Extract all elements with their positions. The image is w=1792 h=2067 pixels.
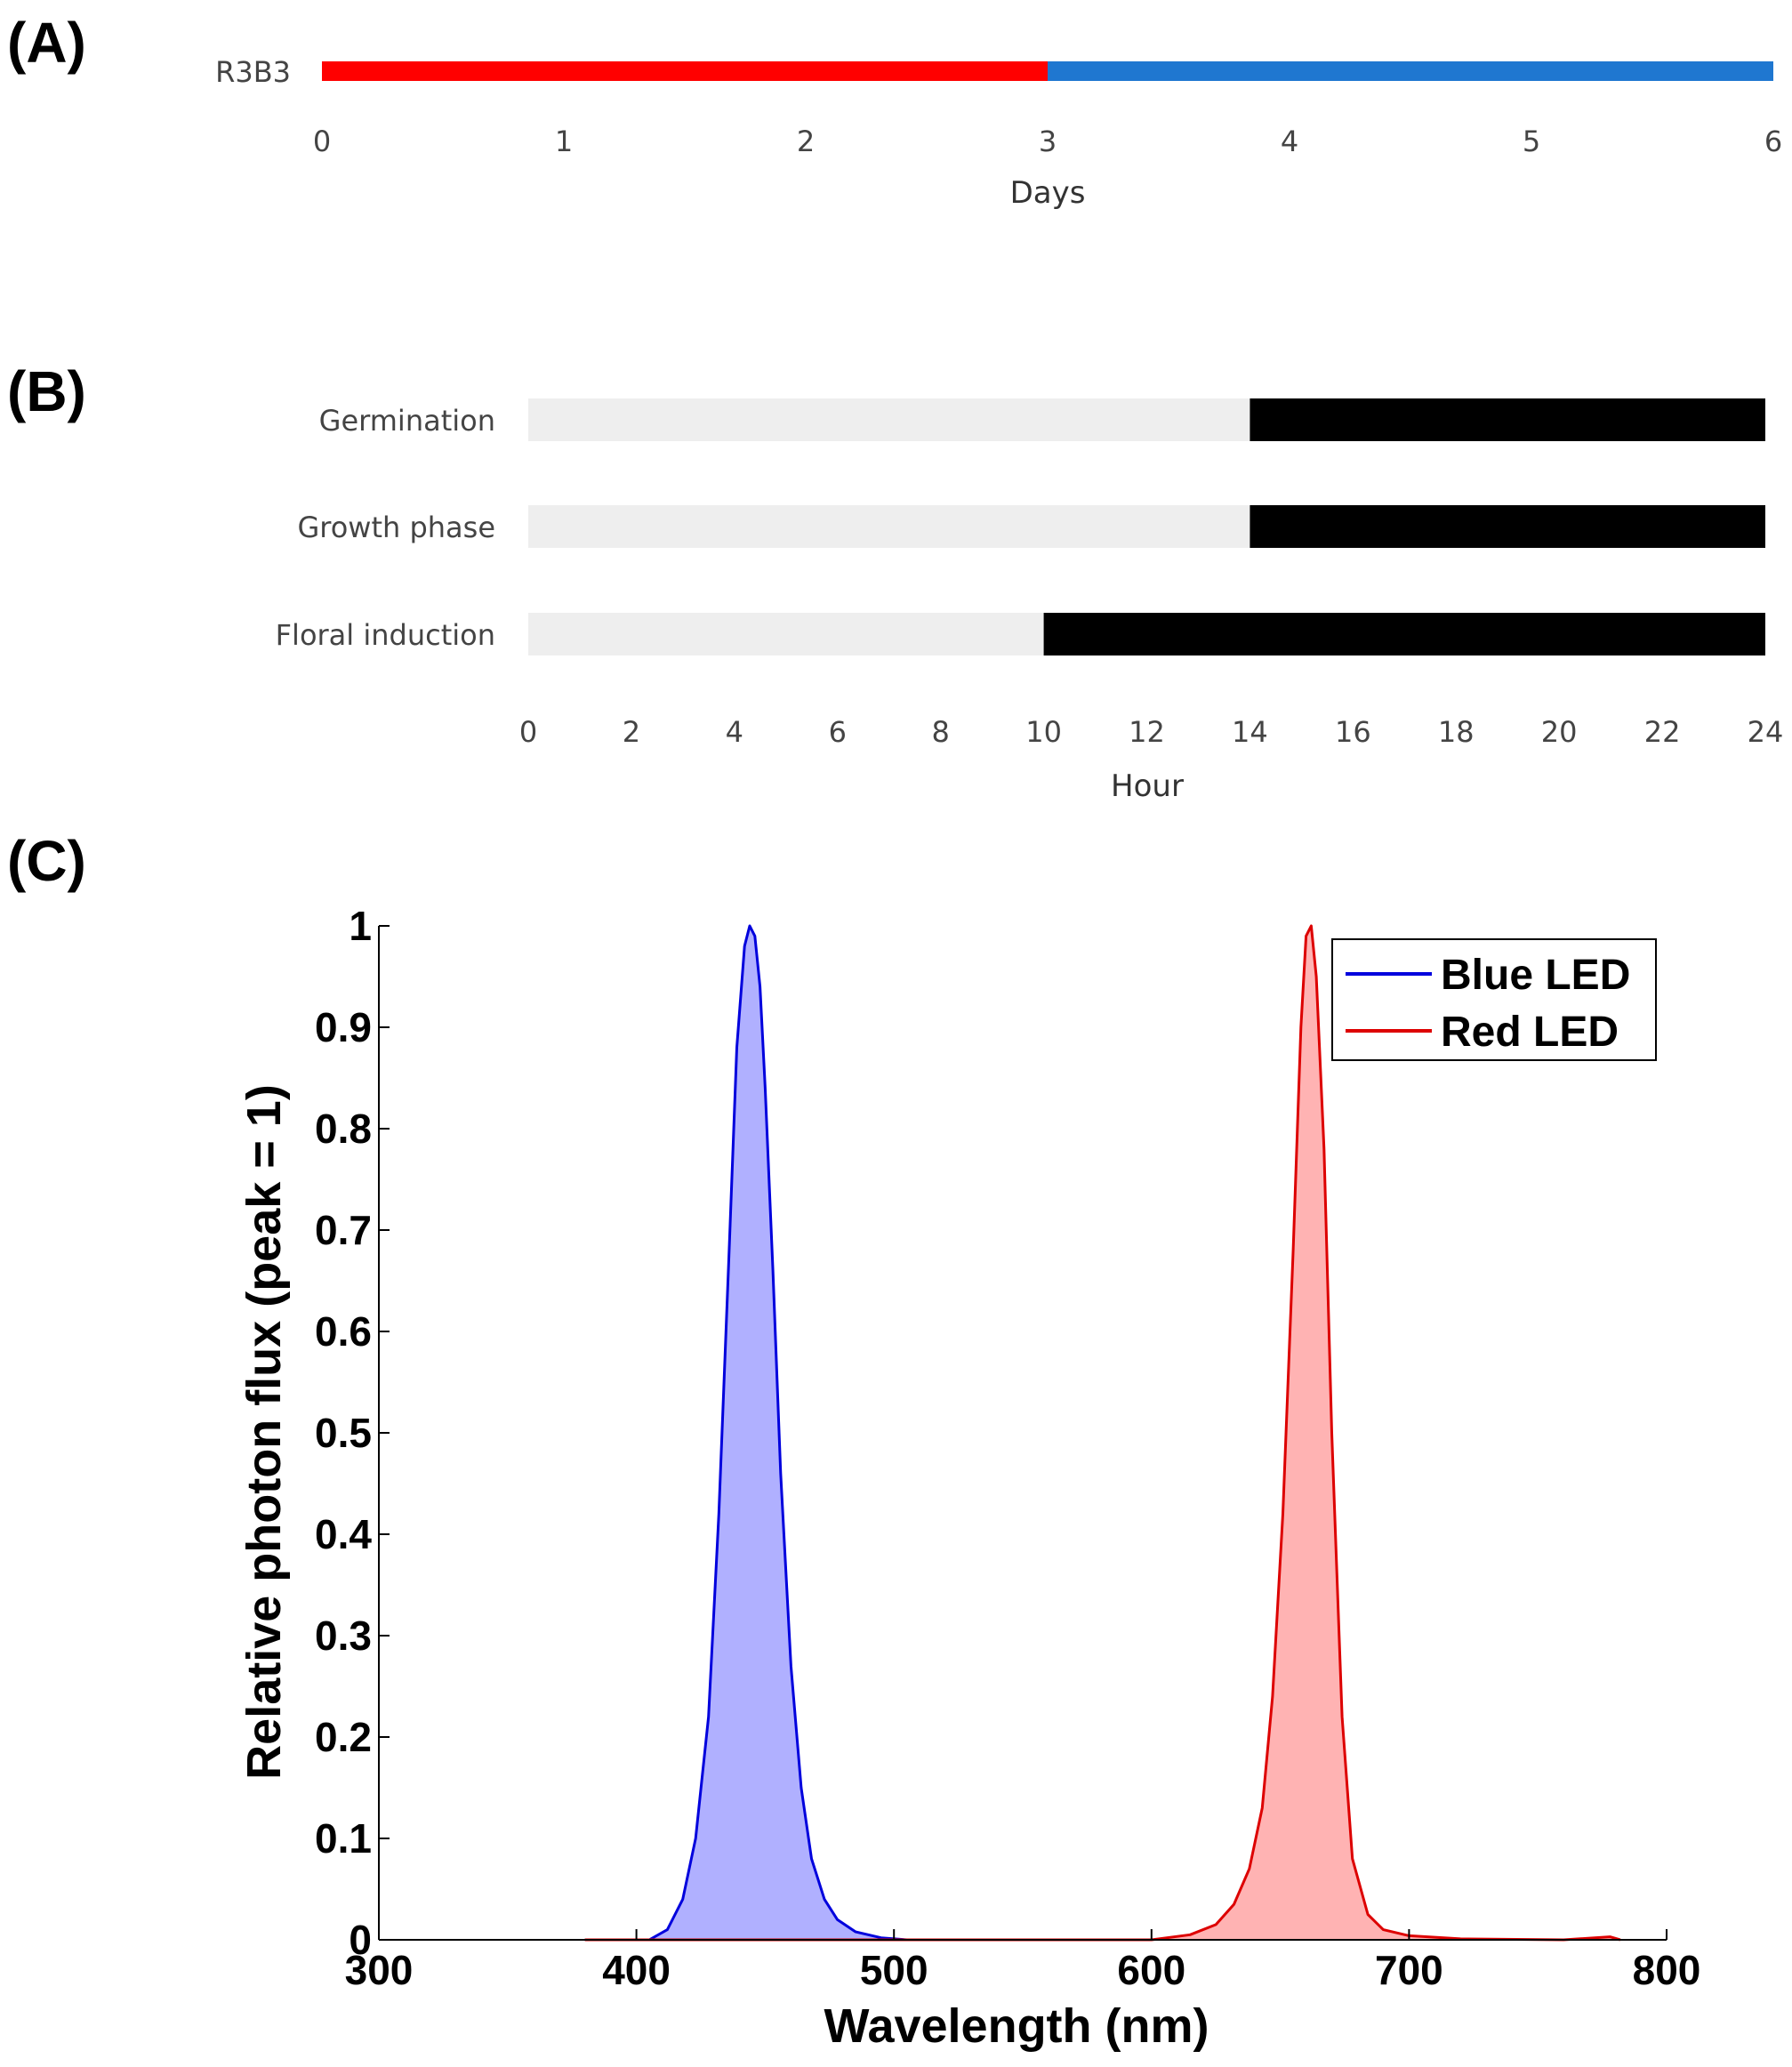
phase-bar-light (528, 398, 1250, 441)
photoperiod-tick-label: 18 (1438, 715, 1475, 749)
photoperiod-tick-label: 0 (519, 715, 537, 749)
photoperiod-tick-label: 8 (931, 715, 949, 749)
legend-box (1331, 938, 1657, 1061)
y-tick-label: 0.7 (315, 1207, 372, 1253)
timeline-tick-label: 5 (1523, 125, 1540, 158)
photoperiod-x-axis-title: Hour (1111, 768, 1184, 804)
y-tick-label: 0.9 (315, 1004, 372, 1050)
panel-b: (B) Germination Growth phase Floral induct… (7, 359, 1783, 804)
timeline-row-label: R3B3 (215, 55, 291, 89)
spectrum-y-axis-title: Relative photon flux (peak = 1) (237, 1084, 291, 1780)
y-tick-label: 0.2 (315, 1714, 372, 1760)
panel-c-letter: (C) (7, 829, 86, 893)
phase-label: Germination (319, 404, 495, 438)
panel-b-letter: (B) (7, 359, 86, 423)
y-tick-label: 1 (349, 903, 372, 949)
phase-bar-light (528, 505, 1250, 548)
photoperiod-tick-label: 14 (1232, 715, 1268, 749)
legend: Blue LED Red LED (1331, 938, 1657, 1061)
y-tick-label: 0 (349, 1917, 372, 1963)
x-tick-label: 600 (1117, 1947, 1185, 1993)
spectrum-line-blue-led (584, 924, 907, 1942)
phase-label: Floral induction (276, 618, 495, 652)
panel-c: (C) 300 400 500 600 700 800 0 0.1 0.2 0.3 0.4 0.5 0.… (7, 829, 1700, 2053)
legend-label-blue-led: Blue LED (1441, 952, 1630, 999)
phase-bar-dark (1250, 398, 1765, 441)
timeline-tick-label: 6 (1764, 125, 1782, 158)
x-tick-label: 400 (602, 1947, 671, 1993)
photoperiod-bars: Germination Growth phase Floral induction (276, 398, 1765, 655)
timeline-tick-labels: 0 1 2 3 4 5 6 (313, 125, 1782, 158)
y-tick-label: 0.1 (315, 1815, 372, 1862)
phase-bar-light (528, 613, 1044, 655)
photoperiod-tick-label: 4 (726, 715, 743, 749)
x-tick-label: 800 (1633, 1947, 1701, 1993)
y-tick-label: 0.4 (315, 1511, 372, 1557)
legend-label-red-led: Red LED (1441, 1009, 1619, 1056)
photoperiod-tick-labels: 0 2 4 6 8 10 12 14 16 18 20 22 24 (519, 715, 1784, 749)
spectrum-area-blue-led (584, 926, 907, 1940)
timeline-x-axis-title: Days (1010, 175, 1086, 211)
timeline-segment-0 (322, 61, 1048, 81)
photoperiod-tick-label: 2 (623, 715, 640, 749)
timeline-tick-label: 3 (1039, 125, 1057, 158)
photoperiod-tick-label: 22 (1644, 715, 1681, 749)
panel-a: (A) R3B3 0 1 2 3 4 5 6 Days (7, 11, 1782, 211)
photoperiod-tick-label: 10 (1025, 715, 1062, 749)
phase-bar-dark (1043, 613, 1765, 655)
y-tick-label: 0.3 (315, 1613, 372, 1659)
x-tick-label: 700 (1375, 1947, 1443, 1993)
y-tick-label: 0.6 (315, 1308, 372, 1355)
photoperiod-tick-label: 16 (1335, 715, 1371, 749)
spectrum-areas (584, 926, 1620, 1940)
timeline-segments (322, 61, 1773, 81)
y-tick-label: 0.8 (315, 1106, 372, 1152)
photoperiod-tick-label: 6 (829, 715, 847, 749)
timeline-tick-label: 4 (1281, 125, 1298, 158)
photoperiod-tick-label: 12 (1129, 715, 1165, 749)
timeline-segment-1 (1048, 61, 1773, 81)
spectrum-x-axis-title: Wavelength (nm) (824, 1999, 1209, 2053)
y-tick-label: 0.5 (315, 1410, 372, 1456)
x-tick-label: 500 (860, 1947, 928, 1993)
timeline-tick-label: 1 (555, 125, 573, 158)
timeline-tick-label: 0 (313, 125, 331, 158)
photoperiod-tick-label: 20 (1541, 715, 1578, 749)
phase-label: Growth phase (297, 511, 495, 544)
x-tick-label: 300 (345, 1947, 414, 1993)
photoperiod-tick-label: 24 (1748, 715, 1784, 749)
spectrum-axes: 300 400 500 600 700 800 0 0.1 0.2 0.3 0.4 0.5 0.6 0.7… (315, 903, 1700, 1993)
phase-bar-dark (1250, 505, 1765, 548)
timeline-tick-label: 2 (797, 125, 815, 158)
panel-a-letter: (A) (7, 11, 86, 75)
